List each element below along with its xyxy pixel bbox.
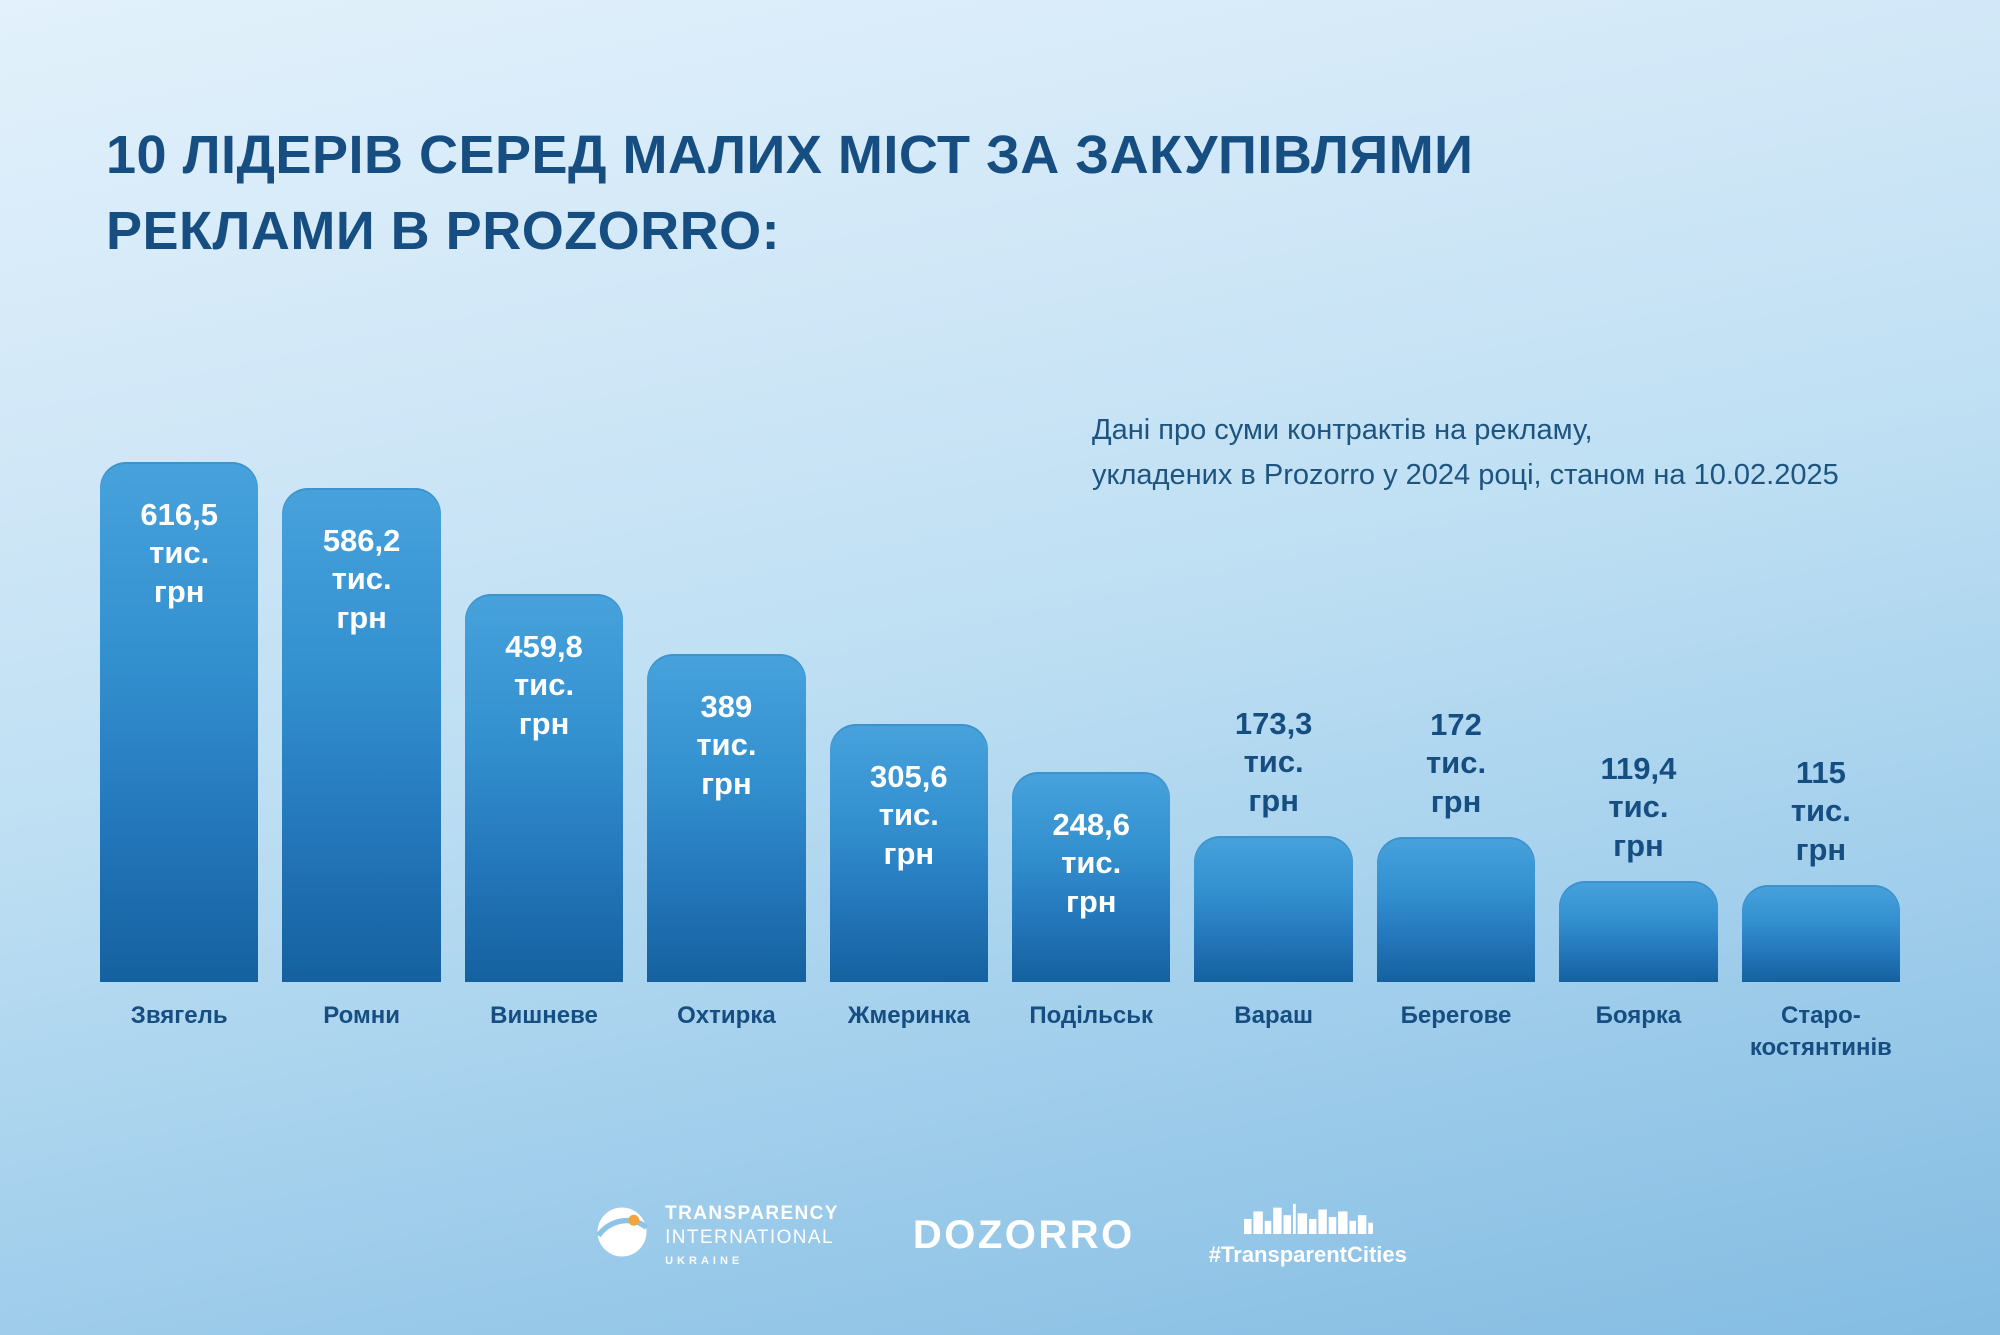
bar-value-label: 616,5 тис. грн bbox=[100, 496, 258, 611]
bar-column: 173,3 тис. грн Вараш bbox=[1194, 420, 1353, 1063]
bar-zone: 389 тис. грн bbox=[647, 420, 806, 982]
value-label-line: грн bbox=[883, 835, 935, 871]
dozorro-logo: DOZORRO bbox=[912, 1212, 1135, 1257]
value-label-line: тис. bbox=[1061, 845, 1122, 881]
bar-zone: 172 тис. грн bbox=[1376, 420, 1536, 982]
value-label-line: 616,5 bbox=[140, 497, 218, 532]
bar: 248,6 тис. грн bbox=[1012, 772, 1171, 982]
bar-zone: 119,4 тис. грн bbox=[1559, 420, 1718, 982]
value-label-line: грн bbox=[518, 705, 570, 741]
value-label-line: 459,8 bbox=[505, 629, 583, 664]
page-title-line1: 10 ЛІДЕРІВ СЕРЕД МАЛИХ МІСТ ЗА ЗАКУПІВЛЯ… bbox=[106, 125, 1474, 185]
page-title: 10 ЛІДЕРІВ СЕРЕД МАЛИХ МІСТ ЗА ЗАКУПІВЛЯ… bbox=[106, 118, 1706, 269]
value-label-line: грн bbox=[1613, 827, 1664, 863]
city-label: Подільськ bbox=[1029, 1002, 1154, 1029]
bar-value-label: 248,6 тис. грн bbox=[1012, 806, 1170, 921]
city-label: Звягель bbox=[130, 1002, 228, 1029]
ti-wordmark-line2: INTERNATIONAL bbox=[665, 1227, 834, 1249]
bar-column: 115 тис. грн Старо-костянтинів bbox=[1741, 420, 1901, 1063]
bar-zone: 115 тис. грн bbox=[1741, 420, 1901, 982]
bar-column: 616,5 тис. грн Звягель bbox=[100, 420, 259, 1063]
bar-value-label: 173,3 тис. грн bbox=[1235, 705, 1313, 820]
bar-value-label: 305,6 тис. грн bbox=[830, 758, 988, 873]
value-label-line: грн bbox=[1795, 831, 1847, 867]
bar-value-label: 586,2 тис. грн bbox=[282, 522, 440, 637]
bar bbox=[1741, 885, 1901, 982]
bar-value-label: 459,8 тис. грн bbox=[465, 628, 623, 743]
bar-zone: 586,2 тис. грн bbox=[282, 420, 441, 982]
value-label-line: грн bbox=[1430, 783, 1482, 819]
page-title-line2: РЕКЛАМИ В PROZORRO: bbox=[106, 200, 781, 261]
value-label-line: тис. bbox=[149, 535, 210, 571]
bar-zone: 248,6 тис. грн bbox=[1012, 420, 1171, 982]
bar-column: 586,2 тис. грн Ромни bbox=[282, 420, 441, 1063]
bar-column: 119,4 тис. грн Боярка bbox=[1559, 420, 1718, 1063]
bar: 586,2 тис. грн bbox=[282, 488, 441, 982]
value-label-line: 172 bbox=[1430, 706, 1482, 742]
value-label-line: 248,6 bbox=[1052, 807, 1131, 842]
value-label-line: грн bbox=[336, 599, 387, 635]
bar-column: 172 тис. грн Берегове bbox=[1376, 420, 1536, 1063]
bar: 616,5 тис. грн bbox=[100, 462, 259, 982]
value-label-line: грн bbox=[1248, 782, 1299, 818]
bar-chart: 616,5 тис. грн Звягель 586,2 тис. грн Ромни 459,… bbox=[100, 420, 1901, 1063]
bar-column: 459,8 тис. грн Вишневе bbox=[464, 420, 624, 1063]
note-line2: укладених в Prozorro у 2024 році, станом… bbox=[1092, 458, 1839, 491]
transparency-international-wordmark: TRANSPARENCY INTERNATIONAL UKRAINE bbox=[665, 1202, 839, 1268]
bar: 389 тис. грн bbox=[647, 654, 806, 982]
bar-value-label: 172 тис. грн bbox=[1426, 706, 1486, 821]
value-label-line: 115 bbox=[1795, 754, 1846, 790]
value-label-line: грн bbox=[153, 573, 205, 609]
value-label-line: 305,6 bbox=[870, 759, 948, 794]
bar-column: 305,6 тис. грн Жмеринка bbox=[829, 420, 989, 1063]
transparency-international-icon bbox=[593, 1203, 651, 1266]
city-label: Вишневе bbox=[490, 1002, 598, 1029]
bar-column: 248,6 тис. грн Подільськ bbox=[1012, 420, 1171, 1063]
value-label-line: тис. bbox=[513, 667, 575, 703]
footer-logos: TRANSPARENCY INTERNATIONAL UKRAINE DOZOR… bbox=[0, 1202, 2000, 1268]
transparent-cities-logo: #TransparentCities bbox=[1209, 1202, 1407, 1268]
bar: 305,6 тис. грн bbox=[829, 724, 989, 982]
note-line1: Дані про суми контрактів на рекламу, bbox=[1092, 414, 1593, 446]
city-label: Боярка bbox=[1595, 1002, 1682, 1029]
bar-zone: 173,3 тис. грн bbox=[1194, 420, 1353, 982]
bar-value-label: 119,4 тис. грн bbox=[1601, 750, 1677, 865]
bar-zone: 616,5 тис. грн bbox=[100, 420, 259, 982]
bar-column: 389 тис. грн Охтирка bbox=[647, 420, 806, 1063]
value-label-line: тис. bbox=[1243, 744, 1304, 780]
city-label: Жмеринка bbox=[847, 1002, 970, 1029]
value-label-line: грн bbox=[1065, 883, 1117, 919]
value-label-line: тис. bbox=[878, 797, 939, 833]
value-label-line: тис. bbox=[1426, 745, 1487, 781]
value-label-line: грн bbox=[701, 765, 752, 801]
bar: 459,8 тис. грн bbox=[464, 594, 624, 982]
city-label: Старо-костянтинів bbox=[1749, 1002, 1892, 1061]
city-label: Охтирка bbox=[677, 1002, 776, 1029]
bar-zone: 459,8 тис. грн bbox=[464, 420, 624, 982]
city-label: Вараш bbox=[1234, 1002, 1313, 1029]
transparency-international-logo: TRANSPARENCY INTERNATIONAL UKRAINE bbox=[593, 1202, 839, 1268]
bar bbox=[1194, 836, 1353, 982]
value-label-line: 119,4 bbox=[1600, 750, 1677, 786]
value-label-line: тис. bbox=[696, 727, 757, 763]
city-label: Берегове bbox=[1400, 1002, 1512, 1029]
value-label-line: 173,3 bbox=[1234, 705, 1313, 741]
bar-zone: 305,6 тис. грн bbox=[829, 420, 989, 982]
bar-value-label: 115 тис. грн bbox=[1791, 754, 1851, 869]
bar bbox=[1376, 837, 1536, 982]
data-source-note: Дані про суми контрактів на рекламу, укл… bbox=[1092, 408, 1839, 498]
bar bbox=[1559, 881, 1718, 982]
bar-value-label: 389 тис. грн bbox=[647, 688, 805, 803]
city-label: Ромни bbox=[323, 1002, 400, 1029]
value-label-line: 586,2 bbox=[322, 523, 401, 558]
value-label-line: тис. bbox=[1790, 793, 1851, 829]
ti-wordmark-line1: TRANSPARENCY bbox=[665, 1203, 839, 1225]
ti-wordmark-country: UKRAINE bbox=[665, 1254, 744, 1267]
transparent-cities-label: #TransparentCities bbox=[1208, 1242, 1407, 1267]
value-label-line: тис. bbox=[1608, 789, 1669, 825]
city-skyline-icon bbox=[1238, 1202, 1378, 1239]
value-label-line: тис. bbox=[331, 561, 392, 597]
value-label-line: 389 bbox=[700, 689, 753, 724]
